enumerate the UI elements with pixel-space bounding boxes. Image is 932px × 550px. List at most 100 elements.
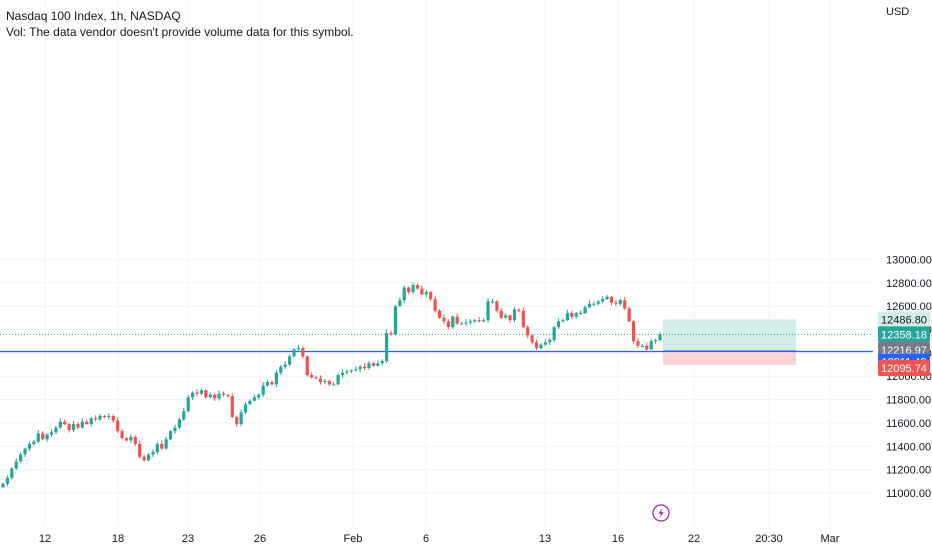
candle-body — [429, 292, 433, 300]
candle-up — [208, 392, 212, 399]
lightning-icon[interactable] — [652, 504, 670, 522]
candle-body — [468, 321, 472, 323]
candle-body — [191, 392, 195, 398]
price-badge-label: 12358.18 — [881, 329, 927, 341]
candle-up — [393, 304, 398, 336]
candle-down — [433, 296, 437, 313]
candle-body — [614, 302, 618, 304]
candle-body — [437, 310, 442, 318]
candle-down — [570, 310, 574, 320]
candle-up — [14, 458, 18, 470]
candle-down — [327, 379, 331, 387]
candle-up — [164, 436, 168, 450]
long-position-tool[interactable] — [663, 319, 796, 366]
candle-body — [239, 412, 243, 425]
price-tick-label: 12800.00 — [886, 278, 932, 290]
chart-title[interactable]: Nasdaq 100 Index, 1h, NASDAQ — [6, 9, 181, 23]
candle-body — [19, 454, 23, 462]
candle-up — [182, 407, 186, 421]
candle-body — [521, 310, 525, 328]
candle-up — [292, 347, 296, 358]
candle-down — [521, 307, 525, 329]
candle-down — [636, 338, 640, 349]
candle-down — [415, 283, 420, 290]
candle-down — [111, 414, 115, 423]
candle-down — [301, 346, 305, 359]
candle-down — [407, 286, 411, 295]
candle-body — [618, 300, 622, 304]
candle-down — [67, 422, 71, 433]
candle-body — [486, 301, 490, 321]
candle-body — [142, 456, 146, 461]
candle-up — [168, 429, 173, 440]
candle-body — [583, 307, 587, 314]
candle-up — [424, 290, 428, 297]
candle-body — [14, 461, 18, 469]
candle-down — [437, 309, 442, 319]
candle-body — [482, 320, 486, 322]
candle-up — [323, 378, 327, 385]
candle-up — [482, 318, 486, 323]
candle-body — [80, 421, 84, 428]
candle-down — [389, 330, 393, 336]
candle-body — [301, 348, 305, 357]
time-tick-label: Feb — [344, 533, 363, 545]
candle-down — [530, 334, 534, 345]
candle-body — [473, 320, 477, 322]
candle-up — [336, 373, 340, 386]
candle-up — [80, 418, 84, 429]
candle-down — [133, 435, 137, 447]
candle-body — [415, 285, 420, 289]
time-axis[interactable]: 12 18 23 26 Feb 6 13 16 22 20:30 Mar — [39, 533, 840, 545]
candle-body — [133, 436, 137, 444]
price-tick-label: 11000.00 — [886, 488, 931, 500]
price-tick-label: 13000.00 — [886, 254, 932, 266]
price-badge-label: 12095.74 — [881, 363, 927, 375]
candle-body — [565, 313, 570, 321]
candle-down — [455, 313, 459, 326]
candle-up — [354, 366, 358, 372]
candle-up — [486, 297, 490, 323]
candle-body — [367, 363, 371, 369]
candle-body — [645, 345, 649, 350]
candle-body — [574, 313, 578, 317]
candle-body — [539, 344, 543, 349]
candle-down — [160, 440, 164, 451]
time-tick-label: 12 — [39, 533, 51, 545]
price-tick-label: 11200.00 — [886, 465, 931, 477]
candle-down — [305, 355, 309, 377]
candle-body — [455, 316, 459, 324]
candle-body — [459, 323, 464, 325]
candle-up — [512, 307, 517, 323]
candle-up — [618, 298, 622, 306]
candle-up — [543, 339, 547, 346]
candle-body — [270, 382, 274, 385]
candle-up — [587, 300, 592, 308]
candle-body — [63, 421, 67, 425]
candle-body — [398, 300, 402, 307]
candle-body — [477, 320, 481, 322]
candle-up — [107, 413, 111, 420]
candle-body — [609, 296, 614, 303]
candle-up — [658, 331, 662, 343]
candle-up — [58, 418, 62, 429]
candle-body — [561, 320, 565, 322]
candle-down — [420, 285, 424, 296]
candle-up — [261, 382, 265, 397]
candle-body — [407, 287, 411, 293]
candle-down — [362, 363, 367, 371]
candle-body — [420, 288, 424, 295]
candle-up — [274, 369, 278, 388]
candle-body — [173, 427, 177, 432]
candle-body — [596, 301, 600, 304]
candle-down — [204, 389, 208, 399]
candle-up — [239, 409, 243, 427]
candle-body — [451, 316, 455, 328]
candle-body — [204, 390, 208, 398]
candle-body — [402, 287, 406, 301]
candle-up — [89, 416, 93, 427]
time-tick-label: 23 — [182, 533, 194, 545]
candle-down — [499, 307, 503, 319]
price-axis[interactable]: 11000.00 11200.00 11400.00 11600.00 11800.00… — [886, 254, 932, 500]
